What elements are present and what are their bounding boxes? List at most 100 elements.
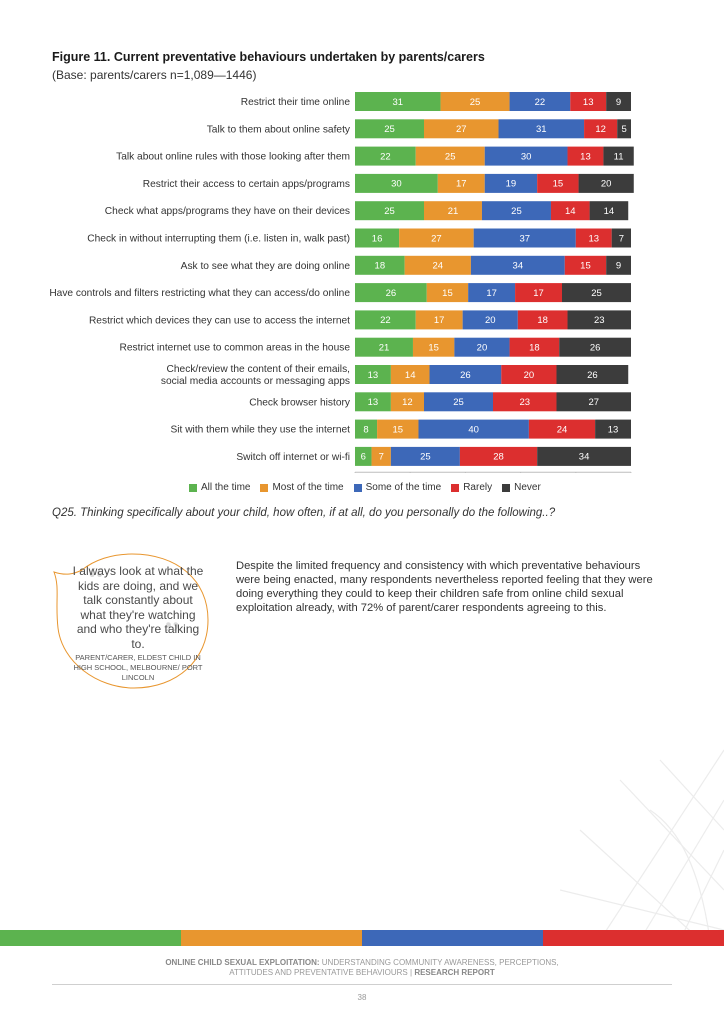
data-label: 27 [456,124,467,135]
chart-legend: All the time Most of the time Some of the … [189,482,541,493]
quote-bubble: “ ” [53,553,209,689]
legend-item-all-the-time: All the time [189,482,250,493]
footer-bar-segment [362,930,543,946]
figure-base: (Base: parents/carers n=1,089—1446) [52,68,257,82]
data-label: 30 [521,151,532,162]
category-label: Restrict internet use to common areas in… [120,343,351,354]
data-label: 25 [591,288,602,299]
bar-rarely [517,310,568,330]
data-label: 26 [590,343,601,354]
bar-all-the-time [355,310,416,330]
bar-rarely [550,201,590,221]
bar-some-of-the-time [470,255,565,275]
bar-most-of-the-time [404,255,471,275]
footer-separator: | [410,968,413,977]
bar-most-of-the-time [440,92,510,111]
data-label: 13 [580,151,591,162]
data-label: 15 [580,261,591,272]
legend-label: All the time [201,482,251,493]
page-number: 38 [357,993,367,1002]
bar-most-of-the-time [424,201,482,221]
category-label: Sit with them while they use the interne… [170,425,350,436]
bar-some-of-the-time [424,392,493,412]
bar-rarely [584,119,618,139]
legend-label: Some of the time [365,482,442,493]
bar-some-of-the-time [462,310,518,330]
data-label: 17 [486,288,497,299]
data-label: 27 [588,397,599,408]
bar-rarely [567,146,604,166]
data-label: 40 [468,424,479,435]
bar-never [606,92,631,111]
bar-never [589,201,629,221]
legend-swatch [260,483,269,492]
bar-most-of-the-time [415,310,463,330]
data-label: 20 [524,370,535,381]
footer-title: ONLINE CHILD SEXUAL EXPLOITATION: UNDERS… [0,958,724,978]
bar-all-the-time [355,119,424,139]
footer-bar-segment [0,930,181,946]
bar-some-of-the-time [454,337,510,357]
bar-most-of-the-time [390,365,430,384]
bar-rarely [515,283,562,303]
footer-title-rest: UNDERSTANDING COMMUNITY AWARENESS, PERCE… [319,958,559,967]
category-label: Check browser history [249,397,351,408]
data-label: 34 [513,261,524,272]
data-label: 15 [392,424,403,435]
bar-never [556,365,629,384]
data-label: 17 [533,288,544,299]
legend-swatch [353,483,362,492]
bar-most-of-the-time [426,283,469,303]
data-label: 18 [375,261,386,272]
data-label: 13 [368,397,379,408]
data-label: 30 [391,179,402,190]
data-label: 14 [565,206,576,217]
bar-rarely [501,365,557,384]
legend-item-some-of-the-time: Some of the time [353,482,442,493]
bar-never [578,173,634,193]
bar-rarely [564,255,607,275]
data-label: 28 [493,452,504,463]
bar-all-the-time [355,201,424,221]
category-label: Check in without interrupting them (i.e.… [87,234,350,245]
data-label: 23 [519,397,530,408]
category-label: Check what apps/programs they have on th… [105,206,350,217]
body-paragraph: Despite the limited frequency and consis… [236,560,653,614]
bar-all-the-time [355,228,400,248]
category-label: Check/review the content of their emails… [161,364,350,387]
category-label: Talk to them about online safety [207,124,351,135]
data-label: 17 [456,179,467,190]
data-label: 9 [616,261,621,272]
bar-never [603,146,634,166]
footer-title-bold: ONLINE CHILD SEXUAL EXPLOITATION: [165,958,320,967]
data-label: 15 [553,179,564,190]
data-label: 5 [621,124,626,135]
data-label: 15 [428,343,439,354]
bar-some-of-the-time [429,365,502,384]
data-label: 14 [405,370,416,381]
data-label: 21 [448,206,459,217]
bar-all-the-time [355,419,378,439]
data-label: 25 [453,397,464,408]
bar-some-of-the-time [473,228,576,248]
stacked-bar-chart: Restrict their time online 31 25 22 13 9 Talk … [49,92,634,473]
bar-never [567,310,631,330]
bar-some-of-the-time [390,446,460,466]
data-label: 25 [384,206,395,217]
legend-swatch [502,483,511,492]
data-label: 26 [587,370,598,381]
data-label: 23 [594,315,605,326]
data-label: 25 [420,452,431,463]
bar-rarely [570,92,607,111]
data-label: 25 [445,151,456,162]
data-label: 12 [595,124,606,135]
bar-rarely [509,337,560,357]
bar-all-the-time [355,446,372,466]
bar-some-of-the-time [418,419,529,439]
bar-some-of-the-time [468,283,516,303]
data-label: 26 [386,288,397,299]
bar-never [537,446,631,466]
category-label: Restrict their access to certain apps/pr… [143,179,350,190]
bar-never [562,283,631,303]
bar-some-of-the-time [484,173,538,193]
